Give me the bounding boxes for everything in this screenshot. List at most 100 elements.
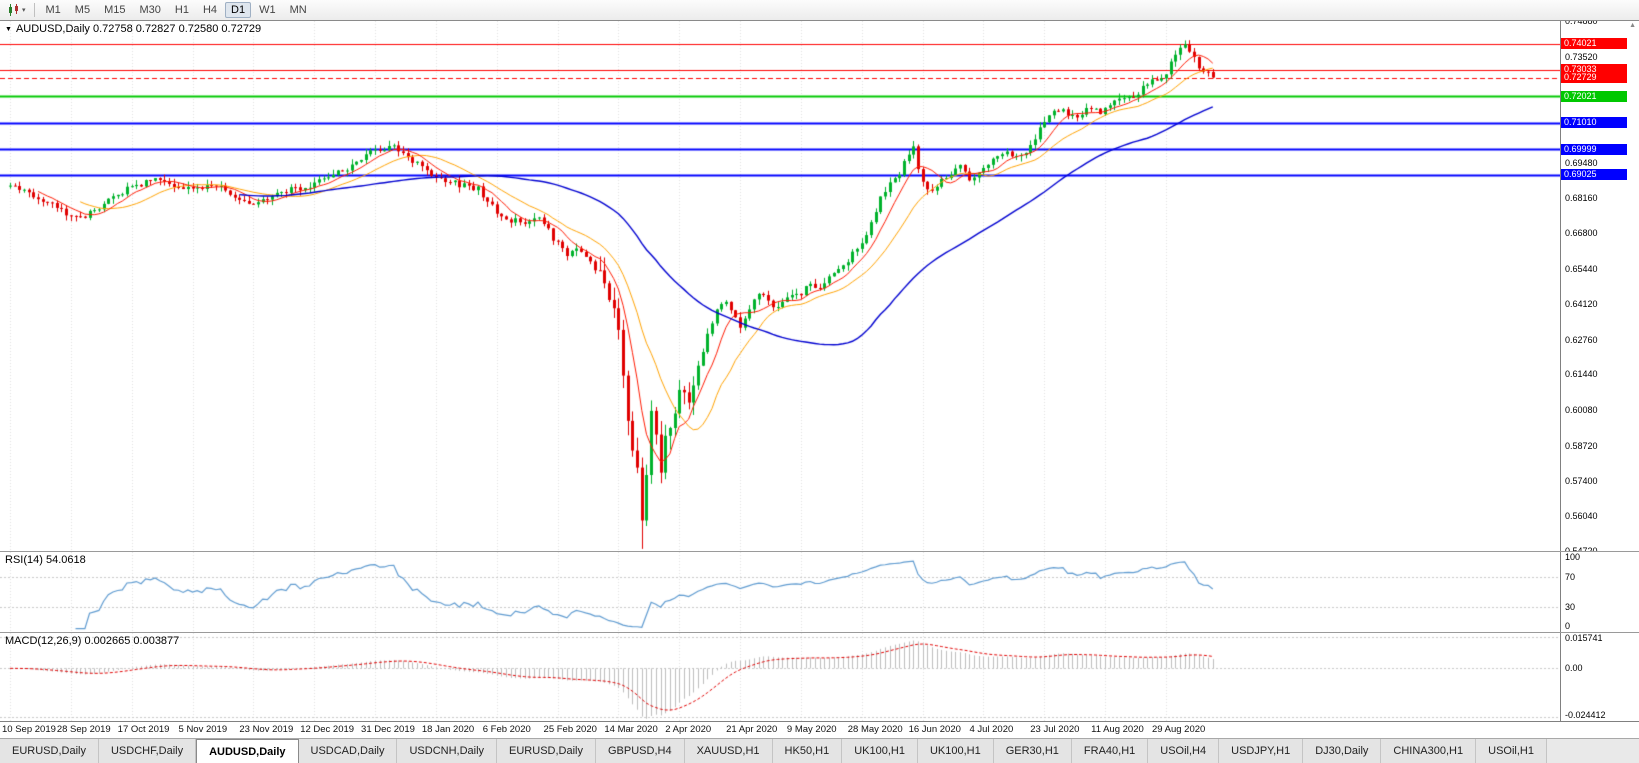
date-axis-label: 10 Sep 2019 xyxy=(2,724,56,735)
macd-plot[interactable]: MACD(12,26,9) 0.002665 0.003877 xyxy=(0,633,1560,721)
chart-tab-usdcnh-daily[interactable]: USDCNH,Daily xyxy=(397,739,498,763)
chart-tab-eurusd-daily[interactable]: EURUSD,Daily xyxy=(497,739,596,763)
rsi-axis-label: 100 xyxy=(1565,552,1581,562)
price-plot[interactable]: ▼ AUDUSD,Daily 0.72758 0.72827 0.72580 0… xyxy=(0,21,1560,551)
toolbar-separator xyxy=(33,3,35,17)
chart-tab-audusd-daily[interactable]: AUDUSD,Daily xyxy=(196,739,299,763)
macd-axis-label: 0.00 xyxy=(1565,663,1583,674)
candlestick-chart-icon xyxy=(9,4,18,16)
chart-tab-gbpusd-h4[interactable]: GBPUSD,H4 xyxy=(596,739,685,763)
chart-tab-china300-h1[interactable]: CHINA300,H1 xyxy=(1381,739,1477,763)
rsi-axis-label: 70 xyxy=(1565,572,1576,583)
chart-tab-usdjpy-h1[interactable]: USDJPY,H1 xyxy=(1219,739,1304,763)
timeframe-button-mn[interactable]: MN xyxy=(289,4,307,16)
timeframe-button-w1[interactable]: W1 xyxy=(259,4,276,16)
date-axis-label: 9 May 2020 xyxy=(786,724,837,735)
time-axis[interactable]: 10 Sep 2019 28 Sep 2019 17 Oct 2019 5 Nov 2… xyxy=(0,721,1639,739)
macd-scale[interactable]: 0.015741 0.00 -0.024412 xyxy=(1560,633,1639,721)
date-axis-label: 28 Sep 2019 xyxy=(56,724,111,735)
chart-tab-ger30-h1[interactable]: GER30,H1 xyxy=(993,739,1072,763)
date-axis-label: 11 Aug 2020 xyxy=(1091,724,1144,735)
level-price-badge: 0.69025 xyxy=(1561,169,1627,181)
chart-tabs: EURUSD,Daily USDCHF,Daily AUDUSD,Daily USDC… xyxy=(0,739,1639,763)
chart-tab-uk100-h1[interactable]: UK100,H1 xyxy=(917,739,994,763)
timeframe-button-h1[interactable]: H1 xyxy=(174,4,189,16)
chart-tab-usoil-h1[interactable]: USOil,H1 xyxy=(1476,739,1547,763)
date-axis-label: 23 Jul 2020 xyxy=(1030,724,1080,735)
date-axis-label: 18 Jan 2020 xyxy=(421,724,475,735)
chart-tab-eurusd-daily[interactable]: EURUSD,Daily xyxy=(0,739,99,763)
rsi-pane: RSI(14) 54.0618 100 70 30 0 xyxy=(0,551,1639,632)
chart-tab-fra40-h1[interactable]: FRA40,H1 xyxy=(1071,739,1149,763)
date-axis-label: 25 Feb 2020 xyxy=(543,724,597,735)
price-axis-label: 0.69480 xyxy=(1565,157,1598,168)
timeframe-button-h4[interactable]: H4 xyxy=(202,4,218,16)
scroll-up-icon[interactable]: ▲ xyxy=(1629,22,1636,29)
rsi-axis-label: 30 xyxy=(1565,601,1576,612)
timeframe-buttons: M1 M5 M15 M30 H1 H4 D1 W1 MN xyxy=(40,2,313,18)
price-axis-label: 0.73520 xyxy=(1565,51,1598,62)
timeframe-button-d1[interactable]: D1 xyxy=(225,2,252,18)
price-axis-label: 0.68160 xyxy=(1565,192,1598,203)
rsi-scale[interactable]: 100 70 30 0 xyxy=(1560,552,1639,632)
date-axis-label: 2 Apr 2020 xyxy=(665,724,712,735)
current-price-badge: 0.72729 xyxy=(1561,72,1627,84)
price-axis-label: 0.56040 xyxy=(1565,511,1598,522)
price-scale[interactable]: ▲ 0.74021 0.73033 0.72729 0.72021 0.71010 0.6… xyxy=(1560,21,1639,551)
chart-tab-hk50-h1[interactable]: HK50,H1 xyxy=(772,739,843,763)
date-axis-label: 21 Apr 2020 xyxy=(726,724,778,735)
chart-tab-usdcad-daily[interactable]: USDCAD,Daily xyxy=(298,739,398,763)
chart-type-button[interactable]: ▾ xyxy=(4,3,29,17)
chart-tab-usoil-h4[interactable]: USOil,H4 xyxy=(1148,739,1220,763)
date-axis-label: 14 Mar 2020 xyxy=(604,724,658,735)
rsi-plot[interactable]: RSI(14) 54.0618 xyxy=(0,552,1560,632)
chart-tab-dj30-daily[interactable]: DJ30,Daily xyxy=(1303,739,1382,763)
macd-pane: MACD(12,26,9) 0.002665 0.003877 0.015741… xyxy=(0,632,1639,721)
macd-canvas[interactable] xyxy=(0,633,1560,721)
price-axis-label: 0.66800 xyxy=(1565,228,1598,239)
date-axis-label: 12 Dec 2019 xyxy=(300,724,355,735)
date-axis-label: 31 Dec 2019 xyxy=(361,724,415,735)
symbol-dropdown-icon[interactable]: ▼ xyxy=(5,25,12,33)
chart-tab-uk100-h1[interactable]: UK100,H1 xyxy=(842,739,918,763)
level-price-badge: 0.73033 xyxy=(1561,64,1627,76)
level-price-badge: 0.71010 xyxy=(1561,117,1627,129)
macd-axis-label: -0.024412 xyxy=(1565,710,1606,720)
price-axis-label: 0.60080 xyxy=(1565,405,1598,416)
date-axis-label: 16 Jun 2020 xyxy=(908,724,961,735)
date-axis-label: 17 Oct 2019 xyxy=(117,724,170,735)
date-axis-label: 4 Jul 2020 xyxy=(969,724,1014,735)
date-axis-label: 23 Nov 2019 xyxy=(239,724,294,735)
timeframe-button-m1[interactable]: M1 xyxy=(45,4,61,16)
date-axis-label: 29 Aug 2020 xyxy=(1151,724,1206,735)
price-pane: ▼ AUDUSD,Daily 0.72758 0.72827 0.72580 0… xyxy=(0,21,1639,551)
chevron-down-icon: ▾ xyxy=(22,7,26,14)
chart-tabs-bar: EURUSD,Daily USDCHF,Daily AUDUSD,Daily USDC… xyxy=(0,738,1639,763)
level-price-badge: 0.69999 xyxy=(1561,143,1627,155)
timeframe-button-m30[interactable]: M30 xyxy=(139,4,161,16)
price-axis-label: 0.58720 xyxy=(1565,440,1598,451)
price-axis-label: 0.74880 xyxy=(1565,21,1598,26)
price-axis-label: 0.65440 xyxy=(1565,264,1598,275)
timeframe-button-m15[interactable]: M15 xyxy=(104,4,126,16)
chart-tab-xauusd-h1[interactable]: XAUUSD,H1 xyxy=(684,739,773,763)
price-axis-label: 0.54720 xyxy=(1565,546,1598,551)
level-price-badge: 0.74021 xyxy=(1561,38,1627,50)
timeframe-toolbar: ▾ M1 M5 M15 M30 H1 H4 D1 W1 MN xyxy=(0,0,1639,21)
rsi-canvas[interactable] xyxy=(0,552,1560,632)
rsi-axis-label: 0 xyxy=(1565,621,1571,631)
level-price-badge: 0.72021 xyxy=(1561,90,1627,102)
chart-window: ▼ AUDUSD,Daily 0.72758 0.72827 0.72580 0… xyxy=(0,20,1639,739)
timeframe-button-m5[interactable]: M5 xyxy=(74,4,91,16)
price-axis-label: 0.62760 xyxy=(1565,334,1598,345)
macd-axis-label: 0.015741 xyxy=(1565,633,1603,643)
price-chart-canvas[interactable] xyxy=(0,21,1560,551)
price-axis-label: 0.61440 xyxy=(1565,369,1598,380)
date-axis-label: 28 May 2020 xyxy=(847,724,903,735)
chart-tab-usdchf-daily[interactable]: USDCHF,Daily xyxy=(98,739,197,763)
price-axis-label: 0.64120 xyxy=(1565,298,1598,309)
date-axis-label: 6 Feb 2020 xyxy=(482,724,531,735)
price-axis-label: 0.57400 xyxy=(1565,475,1598,486)
date-axis-label: 5 Nov 2019 xyxy=(178,724,228,735)
